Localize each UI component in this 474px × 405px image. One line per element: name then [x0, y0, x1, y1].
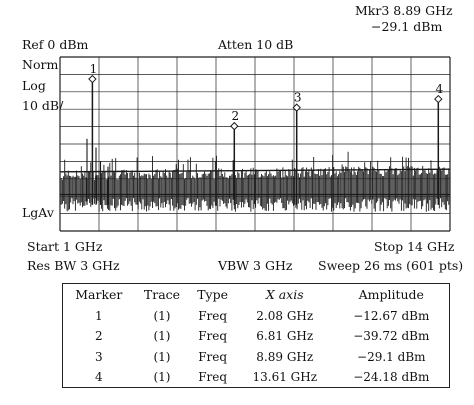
attenuation: Atten 10 dB — [218, 37, 294, 52]
header-type: Type — [197, 287, 229, 302]
cell-amplitude: −39.72 dBm — [353, 329, 430, 344]
header-trace: Trace — [143, 287, 181, 302]
scale-mode: Norm — [22, 57, 59, 72]
spectrum-trace — [59, 138, 451, 212]
table-row: 4 (1) Freq 13.61 GHz −24.18 dBm — [63, 367, 450, 388]
cell-type: Freq — [198, 329, 228, 344]
table-row: 3 (1) Freq 8.89 GHz −29.1 dBm — [63, 346, 450, 366]
sweep-time: Sweep 26 ms (601 pts) — [318, 258, 464, 273]
cell-trace: (1) — [153, 349, 171, 364]
marker-diamond-icon — [88, 74, 97, 84]
marker-diamond-icon — [292, 103, 301, 112]
cell-x-axis: 13.61 GHz — [252, 369, 318, 384]
cell-trace: (1) — [153, 369, 171, 384]
cell-marker: 4 — [94, 369, 103, 384]
marker-layer: 1 2 3 4 — [88, 62, 443, 205]
stop-frequency: Stop 14 GHz — [374, 239, 455, 254]
marker-table-header: Marker Trace Type X axis Amplitude — [63, 284, 450, 307]
marker-amplitude-readout: −29.1 dBm — [371, 19, 443, 34]
marker-table: Marker Trace Type X axis Amplitude 1 (1)… — [62, 283, 450, 388]
cell-amplitude: −12.67 dBm — [353, 309, 430, 324]
marker-label: 2 — [231, 109, 239, 123]
cell-amplitude: −29.1 dBm — [357, 349, 426, 364]
marker-label: 4 — [435, 82, 443, 96]
cell-x-axis: 8.89 GHz — [256, 349, 314, 364]
scale-per-division: 10 dB/ — [22, 98, 64, 113]
cell-marker: 2 — [94, 329, 103, 344]
start-frequency: Start 1 GHz — [27, 239, 103, 254]
marker-diamond-icon — [434, 94, 443, 104]
cell-trace: (1) — [153, 309, 171, 324]
marker-label: 1 — [90, 62, 98, 76]
header-marker: Marker — [75, 287, 123, 302]
resolution-bandwidth: Res BW 3 GHz — [27, 258, 120, 273]
table-row: 2 (1) Freq 6.81 GHz −39.72 dBm — [63, 326, 450, 346]
header-amplitude: Amplitude — [358, 287, 424, 302]
marker-readout: Mkr3 8.89 GHz — [355, 3, 453, 18]
cell-type: Freq — [198, 349, 228, 364]
cell-marker: 3 — [94, 349, 103, 364]
video-bandwidth: VBW 3 GHz — [218, 258, 293, 273]
detector-mode: LgAv — [22, 205, 54, 220]
cell-marker: 1 — [94, 309, 103, 324]
table-row: 1 (1) Freq 2.08 GHz −12.67 dBm — [63, 306, 450, 326]
cell-x-axis: 2.08 GHz — [256, 309, 314, 324]
plot-grid — [59, 56, 451, 232]
cell-type: Freq — [198, 309, 228, 324]
noise-floor-trace — [59, 151, 451, 212]
marker-diamond-icon — [230, 121, 239, 131]
noise-floor-upper-edge — [59, 168, 451, 173]
cell-x-axis: 6.81 GHz — [256, 329, 314, 344]
cell-trace: (1) — [153, 329, 171, 344]
ref-level: Ref 0 dBm — [22, 37, 89, 52]
cell-type: Freq — [198, 369, 228, 384]
scale-type: Log — [22, 78, 46, 93]
header-x-axis: X axis — [265, 287, 304, 302]
cell-amplitude: −24.18 dBm — [353, 369, 430, 384]
marker-label: 3 — [294, 91, 302, 105]
